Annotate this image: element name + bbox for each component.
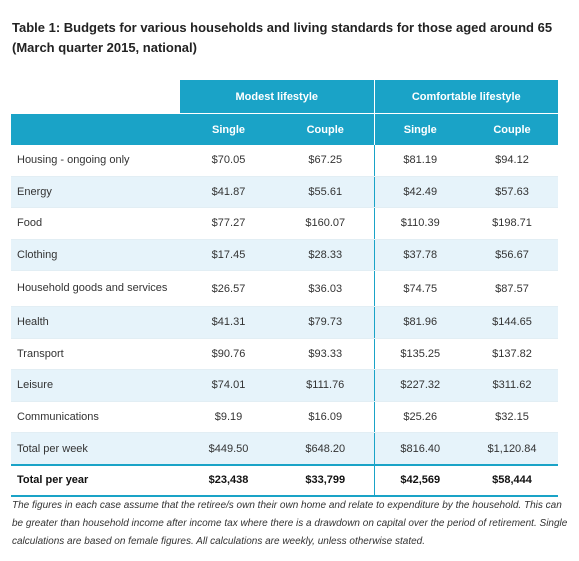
cell-modest-single: $17.45 — [180, 239, 277, 272]
subheader-modest-single: Single — [180, 113, 277, 145]
table-footnote: The figures in each case assume that the… — [12, 500, 568, 547]
cell-modest-couple: $79.73 — [277, 306, 374, 339]
subheader-comfortable-single: Single — [373, 113, 466, 145]
cell-modest-single: $77.27 — [180, 207, 277, 240]
subheader-comfortable-couple: Couple — [466, 113, 558, 145]
cell-modest-single: $26.57 — [180, 270, 277, 307]
table-row: Clothing $17.45 $28.33 $37.78 $56.67 — [11, 239, 558, 272]
cell-modest-couple: $33,799 — [277, 463, 374, 497]
row-label: Transport — [11, 338, 180, 371]
cell-comfortable-couple: $198.71 — [466, 207, 558, 240]
cell-comfortable-couple: $144.65 — [466, 306, 558, 339]
group-header-modest: Modest lifestyle — [180, 80, 374, 114]
cell-comfortable-couple: $311.62 — [466, 369, 558, 402]
cell-comfortable-single: $81.96 — [373, 306, 466, 339]
cell-modest-couple: $93.33 — [277, 338, 374, 371]
cell-comfortable-single: $816.40 — [373, 432, 466, 466]
table-row: Housing - ongoing only $70.05 $67.25 $81… — [11, 145, 558, 177]
cell-modest-couple: $28.33 — [277, 239, 374, 272]
cell-comfortable-single: $74.75 — [373, 270, 466, 307]
row-label: Communications — [11, 401, 180, 434]
cell-modest-couple: $16.09 — [277, 401, 374, 434]
cell-modest-single: $41.87 — [180, 176, 277, 209]
subheader-modest-couple: Couple — [277, 113, 374, 145]
table-row: Household goods and services $26.57 $36.… — [11, 270, 558, 307]
row-label: Total per year — [11, 463, 180, 497]
cell-modest-single: $70.05 — [180, 145, 277, 177]
row-label: Housing - ongoing only — [11, 145, 180, 177]
table-row: Total per week $449.50 $648.20 $816.40 $… — [11, 432, 558, 466]
row-label: Clothing — [11, 239, 180, 272]
cell-comfortable-couple: $1,120.84 — [466, 432, 558, 466]
table-row: Food $77.27 $160.07 $110.39 $198.71 — [11, 207, 558, 240]
cell-modest-single: $41.31 — [180, 306, 277, 339]
cell-modest-couple: $111.76 — [277, 369, 374, 402]
table-title: Table 1: Budgets for various households … — [12, 20, 553, 55]
cell-modest-couple: $55.61 — [277, 176, 374, 209]
cell-comfortable-couple: $56.67 — [466, 239, 558, 272]
cell-comfortable-couple: $32.15 — [466, 401, 558, 434]
cell-comfortable-single: $227.32 — [373, 369, 466, 402]
cell-modest-single: $23,438 — [180, 463, 277, 497]
cell-comfortable-single: $25.26 — [373, 401, 466, 434]
table-row: Leisure $74.01 $111.76 $227.32 $311.62 — [11, 369, 558, 402]
budget-table: Modest lifestyle Comfortable lifestyle S… — [11, 80, 558, 497]
group-header-comfortable: Comfortable lifestyle — [373, 80, 558, 114]
cell-modest-single: $90.76 — [180, 338, 277, 371]
cell-modest-single: $9.19 — [180, 401, 277, 434]
table-row: Energy $41.87 $55.61 $42.49 $57.63 — [11, 176, 558, 209]
table-row: Communications $9.19 $16.09 $25.26 $32.1… — [11, 401, 558, 434]
cell-comfortable-single: $42,569 — [373, 463, 466, 497]
cell-comfortable-couple: $137.82 — [466, 338, 558, 371]
cell-modest-couple: $36.03 — [277, 270, 374, 307]
table-row: Health $41.31 $79.73 $81.96 $144.65 — [11, 306, 558, 339]
cell-comfortable-couple: $57.63 — [466, 176, 558, 209]
cell-modest-couple: $648.20 — [277, 432, 374, 466]
row-label: Health — [11, 306, 180, 339]
cell-modest-single: $449.50 — [180, 432, 277, 466]
cell-modest-single: $74.01 — [180, 369, 277, 402]
cell-comfortable-couple: $58,444 — [466, 463, 558, 497]
row-label: Energy — [11, 176, 180, 209]
cell-comfortable-single: $110.39 — [373, 207, 466, 240]
cell-comfortable-single: $42.49 — [373, 176, 466, 209]
row-label: Household goods and services — [11, 270, 180, 307]
cell-comfortable-single: $81.19 — [373, 145, 466, 177]
table-row: Transport $90.76 $93.33 $135.25 $137.82 — [11, 338, 558, 371]
row-label: Food — [11, 207, 180, 240]
header-blank-cell — [11, 80, 180, 114]
total-per-year-row: Total per year $23,438 $33,799 $42,569 $… — [11, 463, 558, 497]
cell-comfortable-couple: $94.12 — [466, 145, 558, 177]
cell-comfortable-single: $37.78 — [373, 239, 466, 272]
cell-comfortable-couple: $87.57 — [466, 270, 558, 307]
cell-modest-couple: $160.07 — [277, 207, 374, 240]
subheader-label-cell — [11, 113, 180, 145]
cell-comfortable-single: $135.25 — [373, 338, 466, 371]
row-label: Total per week — [11, 432, 180, 466]
cell-modest-couple: $67.25 — [277, 145, 374, 177]
row-label: Leisure — [11, 369, 180, 402]
